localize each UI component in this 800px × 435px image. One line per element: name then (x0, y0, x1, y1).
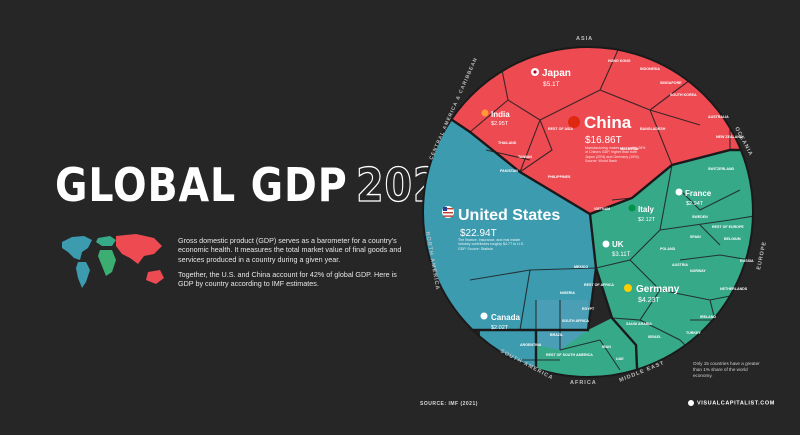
small-country-label: POLAND (660, 247, 676, 251)
flag-china-icon (568, 116, 580, 128)
flag-stripe (443, 215, 453, 217)
country-label-italy: Italy (638, 205, 655, 214)
country-value-china: $16.86T (585, 135, 622, 146)
small-country-label: UAE (616, 357, 624, 361)
small-country-label: VIETNAM (594, 207, 610, 211)
small-country-label: NETHERLANDS (720, 287, 748, 291)
flag-india-icon (481, 109, 489, 117)
small-country-label: SWEDEN (692, 215, 708, 219)
brand-name: VISUALCAPITALIST.COM (697, 400, 775, 407)
description-paragraph-2: Together, the U.S. and China account for… (178, 269, 397, 289)
brand: VISUALCAPITALIST.COM (688, 400, 775, 406)
description-paragraph-1: Gross domestic product (GDP) serves as a… (178, 236, 402, 264)
description: Gross domestic product (GDP) serves as a… (178, 236, 413, 294)
source-label: SOURCE: IMF (2021) (420, 401, 478, 407)
title-main: GLOBAL GDP (55, 158, 348, 212)
small-country-label: HONG KONG (608, 59, 631, 63)
small-country-label: BELGIUM (724, 237, 741, 241)
small-country-label: SOUTH KOREA (670, 93, 697, 97)
small-country-label: NORWAY (690, 269, 706, 273)
flag-stripe (443, 212, 453, 214)
small-country-label: REST OF ASIA (548, 127, 573, 131)
world-map-icon (62, 234, 164, 288)
country-label-uk: UK (612, 240, 624, 249)
region-north-america (423, 100, 596, 330)
flag-stripe (443, 208, 453, 210)
country-value-india: $2.95T (491, 121, 509, 127)
country-value-germany: $4.23T (638, 297, 661, 304)
small-country-label: IRAN (602, 345, 611, 349)
united-states-note-text: The finance, insurance, and real estate … (458, 238, 525, 251)
small-country-label: MEXICO (574, 265, 588, 269)
country-value-united-states: $22.94T (460, 228, 497, 239)
country-label-germany: Germany (636, 284, 680, 295)
flag-france-icon (675, 188, 683, 196)
country-label-france: France (685, 189, 712, 198)
country-value-italy: $2.12T (638, 217, 656, 223)
small-country-label: ISRAEL (648, 335, 662, 339)
footnote: Only 15 countries have a greater than 1%… (693, 361, 760, 378)
flag-canada-icon (480, 312, 488, 320)
small-country-label: AUSTRALIA (708, 115, 729, 119)
small-country-label: IRELAND (700, 315, 716, 319)
small-country-label: INDONESIA (640, 67, 660, 71)
country-value-japan: $5.1T (543, 81, 560, 88)
flag-uk-icon (602, 240, 610, 248)
country-label-canada: Canada (491, 313, 520, 322)
small-country-label: SPAIN (690, 235, 701, 239)
small-country-label: SOUTH AFRICA (562, 319, 589, 323)
flag-italy-icon (628, 204, 636, 212)
flag-germany-icon (624, 284, 632, 292)
china-note: Manufacturing makes up roughly 26% of Ch… (585, 146, 646, 164)
flag-japan-dot (533, 70, 537, 74)
small-country-label: EGYPT (582, 307, 595, 311)
small-country-label: REST OF AFRICA (584, 283, 614, 287)
country-label-india: India (491, 110, 510, 119)
small-country-label: REST OF EUROPE (712, 225, 744, 229)
country-value-france: $2.94T (686, 201, 704, 207)
small-country-label: NEW ZEALAND (716, 135, 743, 139)
region-label-europe: EUROPE (756, 241, 768, 271)
country-label-united-states: United States (458, 207, 560, 224)
small-country-label: SINGAPORE (660, 81, 682, 85)
brand-logo-icon (688, 400, 694, 406)
small-country-label: BRAZIL (550, 333, 564, 337)
country-value-canada: $2.02T (491, 325, 509, 331)
united-states-note: The finance, insurance, and real estate … (458, 238, 525, 251)
small-country-label: SAUDI ARABIA (626, 322, 652, 326)
small-country-label: TAIWAN (518, 155, 532, 159)
small-country-labels: HONG KONG INDONESIA SOUTH KOREA THAILAND TAI… (498, 59, 754, 361)
small-country-label: SWITZERLAND (708, 167, 735, 171)
small-country-label: MALAYSIA (620, 147, 639, 151)
china-note-text: Manufacturing makes up roughly 26% of Ch… (585, 146, 646, 164)
small-country-label: THAILAND (498, 141, 517, 145)
flag-canton (443, 207, 447, 211)
small-country-label: BANGLADESH (640, 127, 666, 131)
country-label-japan: Japan (542, 68, 571, 79)
region-africa (536, 300, 588, 350)
small-country-label: AUSTRIA (672, 263, 688, 267)
small-country-label: PAKISTAN (500, 169, 518, 173)
small-country-label: ARGENTINA (520, 343, 542, 347)
region-label-africa: AFRICA (570, 380, 597, 386)
region-label-asia: ASIA (576, 36, 593, 42)
small-country-label: REST OF SOUTH AMERICA (546, 353, 593, 357)
country-label-china: China (584, 113, 632, 132)
small-country-label: RUSSIA (740, 259, 754, 263)
chart-outline (422, 46, 754, 378)
small-country-label: TURKEY (686, 331, 701, 335)
small-country-label: PHILIPPINES (548, 175, 571, 179)
small-country-label: NIGERIA (560, 291, 575, 295)
country-value-uk: $3.11T (612, 252, 631, 258)
